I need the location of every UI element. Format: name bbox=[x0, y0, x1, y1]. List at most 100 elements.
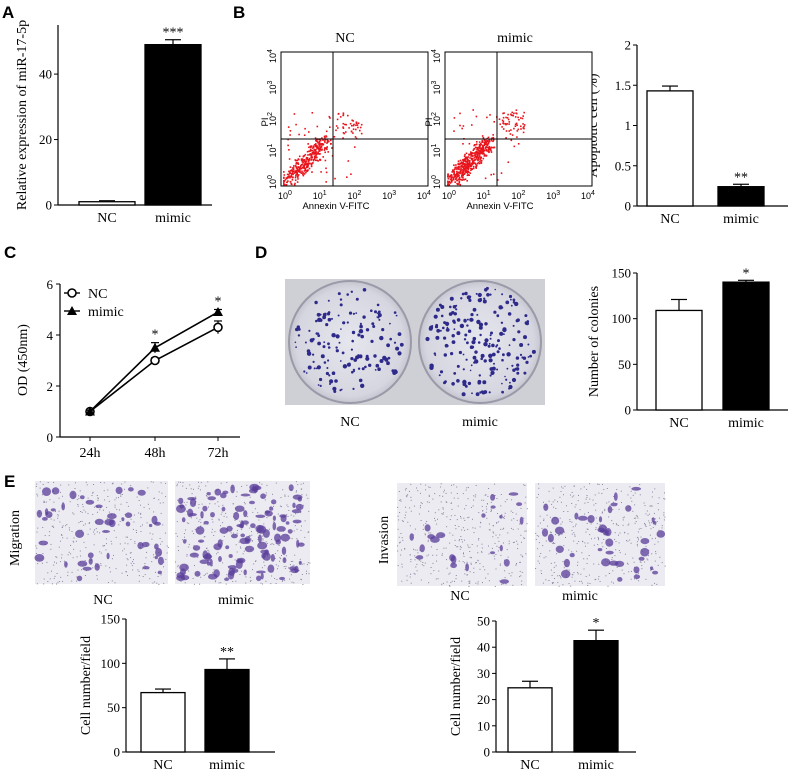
pore bbox=[79, 490, 81, 492]
y-tick-label: 2 bbox=[47, 379, 54, 394]
pore bbox=[460, 536, 462, 537]
point-mimic bbox=[213, 307, 223, 317]
event-dot bbox=[492, 134, 494, 136]
pore bbox=[523, 484, 525, 486]
event-dot bbox=[321, 137, 323, 139]
pore bbox=[664, 516, 666, 518]
event-dot bbox=[297, 174, 300, 176]
stained-cell bbox=[244, 536, 251, 544]
event-dot bbox=[301, 163, 304, 166]
pore bbox=[215, 580, 217, 582]
event-dot bbox=[348, 127, 350, 129]
pore bbox=[512, 528, 514, 530]
pore bbox=[521, 584, 523, 586]
event-dot bbox=[460, 168, 462, 171]
pore bbox=[420, 483, 422, 485]
stained-cell bbox=[465, 563, 469, 572]
event-dot bbox=[480, 143, 482, 145]
pore bbox=[599, 581, 601, 582]
pore bbox=[440, 486, 442, 488]
pore bbox=[573, 485, 575, 487]
pore bbox=[66, 524, 68, 526]
pore bbox=[60, 576, 62, 578]
pore bbox=[301, 525, 302, 527]
pore bbox=[80, 555, 81, 557]
pore bbox=[516, 540, 518, 542]
flow-y-label: PI bbox=[260, 118, 271, 127]
colony bbox=[449, 305, 452, 309]
pore bbox=[188, 570, 190, 572]
pore bbox=[409, 525, 411, 527]
pore bbox=[475, 582, 477, 584]
pore bbox=[587, 582, 589, 584]
stained-cell bbox=[554, 526, 565, 535]
event-dot bbox=[472, 161, 474, 164]
pore bbox=[71, 531, 73, 532]
pore bbox=[496, 522, 498, 523]
stained-cell bbox=[42, 487, 51, 496]
colony bbox=[370, 339, 374, 343]
pore bbox=[463, 517, 465, 519]
colony bbox=[470, 364, 473, 367]
pore bbox=[154, 581, 156, 583]
event-dot bbox=[485, 149, 488, 151]
colony bbox=[314, 300, 318, 305]
colony bbox=[307, 365, 312, 370]
stained-cell bbox=[255, 514, 266, 518]
pore bbox=[195, 496, 197, 498]
colony bbox=[306, 351, 312, 356]
event-dot bbox=[481, 139, 484, 142]
event-dot bbox=[324, 141, 326, 144]
event-dot bbox=[342, 137, 344, 139]
pore bbox=[251, 531, 252, 533]
pore bbox=[634, 492, 636, 494]
pore bbox=[593, 563, 595, 565]
event-dot bbox=[482, 144, 484, 147]
pore bbox=[521, 580, 523, 582]
pore bbox=[404, 517, 406, 519]
event-dot bbox=[330, 142, 332, 145]
event-dot bbox=[482, 150, 485, 153]
pore bbox=[300, 529, 302, 531]
event-dot bbox=[485, 146, 488, 148]
pore bbox=[655, 524, 657, 526]
colony bbox=[346, 293, 350, 296]
pore bbox=[618, 534, 619, 536]
pore bbox=[503, 542, 504, 544]
colony bbox=[472, 336, 477, 341]
stained-cell bbox=[157, 570, 162, 575]
pore bbox=[284, 567, 286, 569]
pore bbox=[413, 534, 415, 536]
event-dot bbox=[517, 143, 520, 145]
x-tick-label: 102 bbox=[512, 190, 526, 201]
event-dot bbox=[308, 159, 310, 162]
y-tick-label: 100 bbox=[612, 311, 632, 326]
event-dot bbox=[463, 178, 465, 181]
stained-cell bbox=[490, 505, 496, 509]
colony bbox=[339, 303, 343, 307]
event-dot bbox=[453, 172, 455, 174]
event-dot bbox=[447, 177, 450, 180]
event-dot bbox=[290, 176, 293, 178]
pore bbox=[587, 528, 589, 530]
pore bbox=[613, 496, 615, 497]
event-dot bbox=[513, 127, 515, 130]
pore bbox=[459, 539, 461, 540]
pore bbox=[538, 493, 539, 495]
pore bbox=[208, 550, 210, 552]
event-dot bbox=[296, 167, 299, 170]
pore bbox=[663, 514, 665, 516]
pore bbox=[517, 548, 519, 549]
event-dot bbox=[334, 177, 336, 180]
bar-mimic bbox=[144, 43, 202, 206]
event-dot bbox=[516, 136, 518, 138]
x-tick-label: mimic bbox=[155, 211, 191, 226]
colony bbox=[371, 322, 375, 326]
pore bbox=[652, 568, 654, 570]
pore bbox=[56, 556, 58, 558]
event-dot bbox=[318, 149, 321, 151]
stained-cell bbox=[176, 504, 186, 513]
pore bbox=[653, 512, 655, 514]
pore bbox=[404, 514, 406, 516]
